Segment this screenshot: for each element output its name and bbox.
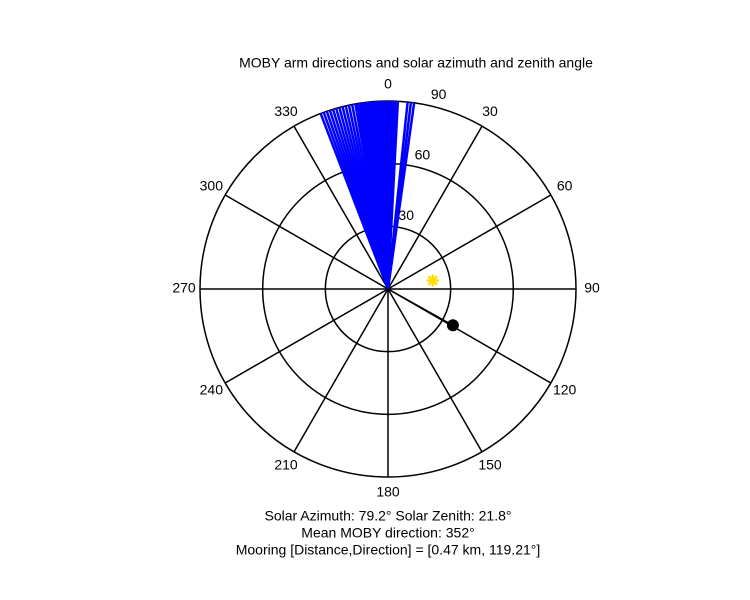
theta-tick-label: 120 [553, 382, 577, 398]
theta-tick-label: 210 [274, 456, 298, 472]
theta-tick-label: 150 [478, 456, 502, 472]
r-tick-label: 90 [431, 86, 447, 102]
spoke [387, 288, 483, 453]
spoke [293, 288, 389, 453]
spoke [224, 288, 389, 384]
theta-tick-label: 90 [584, 280, 600, 296]
r-tick-label: 30 [398, 207, 414, 223]
annotation: Solar Azimuth: 79.2° Solar Zenith: 21.8° [265, 508, 512, 524]
spoke [387, 125, 483, 290]
theta-tick-label: 330 [274, 103, 298, 119]
theta-tick-label: 300 [200, 178, 224, 194]
sun-marker [426, 274, 439, 287]
theta-tick-label: 30 [482, 103, 498, 119]
theta-tick-label: 0 [384, 76, 392, 92]
theta-tick-label: 240 [200, 382, 224, 398]
spoke [387, 194, 552, 290]
arm-direction [386, 102, 416, 290]
theta-tick-label: 270 [172, 280, 196, 296]
arm-direction [386, 101, 400, 290]
theta-tick-label: 180 [376, 484, 400, 500]
chart-title: MOBY arm directions and solar azimuth an… [239, 55, 593, 71]
mooring-marker [446, 319, 459, 332]
spoke [293, 125, 389, 290]
theta-tick-label: 60 [557, 178, 573, 194]
mooring-line [387, 288, 454, 326]
r-tick-label: 60 [415, 147, 431, 163]
annotation: Mean MOBY direction: 352° [301, 525, 474, 541]
spoke [224, 194, 389, 290]
annotation: Mooring [Distance,Direction] = [0.47 km,… [236, 542, 541, 558]
